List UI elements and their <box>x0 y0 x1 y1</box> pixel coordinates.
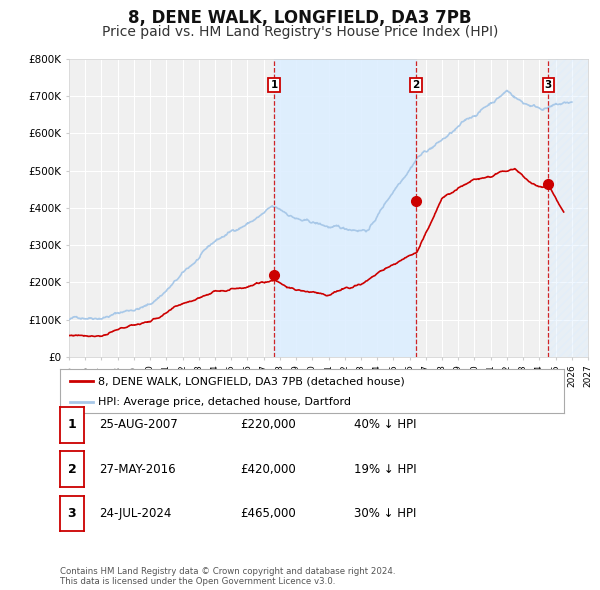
Text: £220,000: £220,000 <box>240 418 296 431</box>
Text: Price paid vs. HM Land Registry's House Price Index (HPI): Price paid vs. HM Land Registry's House … <box>102 25 498 40</box>
Text: £465,000: £465,000 <box>240 507 296 520</box>
Text: 1: 1 <box>68 418 76 431</box>
Bar <box>548 59 588 357</box>
Text: HPI: Average price, detached house, Dartford: HPI: Average price, detached house, Dart… <box>98 397 351 407</box>
Text: 3: 3 <box>545 80 552 90</box>
Text: 30% ↓ HPI: 30% ↓ HPI <box>354 507 416 520</box>
Text: 1: 1 <box>271 80 278 90</box>
Text: 19% ↓ HPI: 19% ↓ HPI <box>354 463 416 476</box>
Text: 2: 2 <box>68 463 76 476</box>
Text: 27-MAY-2016: 27-MAY-2016 <box>99 463 176 476</box>
Text: 8, DENE WALK, LONGFIELD, DA3 7PB (detached house): 8, DENE WALK, LONGFIELD, DA3 7PB (detach… <box>98 376 404 386</box>
Text: 24-JUL-2024: 24-JUL-2024 <box>99 507 172 520</box>
Text: 8, DENE WALK, LONGFIELD, DA3 7PB: 8, DENE WALK, LONGFIELD, DA3 7PB <box>128 9 472 27</box>
Text: 2: 2 <box>413 80 420 90</box>
Bar <box>274 59 416 357</box>
Text: 40% ↓ HPI: 40% ↓ HPI <box>354 418 416 431</box>
Text: £420,000: £420,000 <box>240 463 296 476</box>
Text: 25-AUG-2007: 25-AUG-2007 <box>99 418 178 431</box>
Text: Contains HM Land Registry data © Crown copyright and database right 2024.
This d: Contains HM Land Registry data © Crown c… <box>60 567 395 586</box>
Text: 3: 3 <box>68 507 76 520</box>
